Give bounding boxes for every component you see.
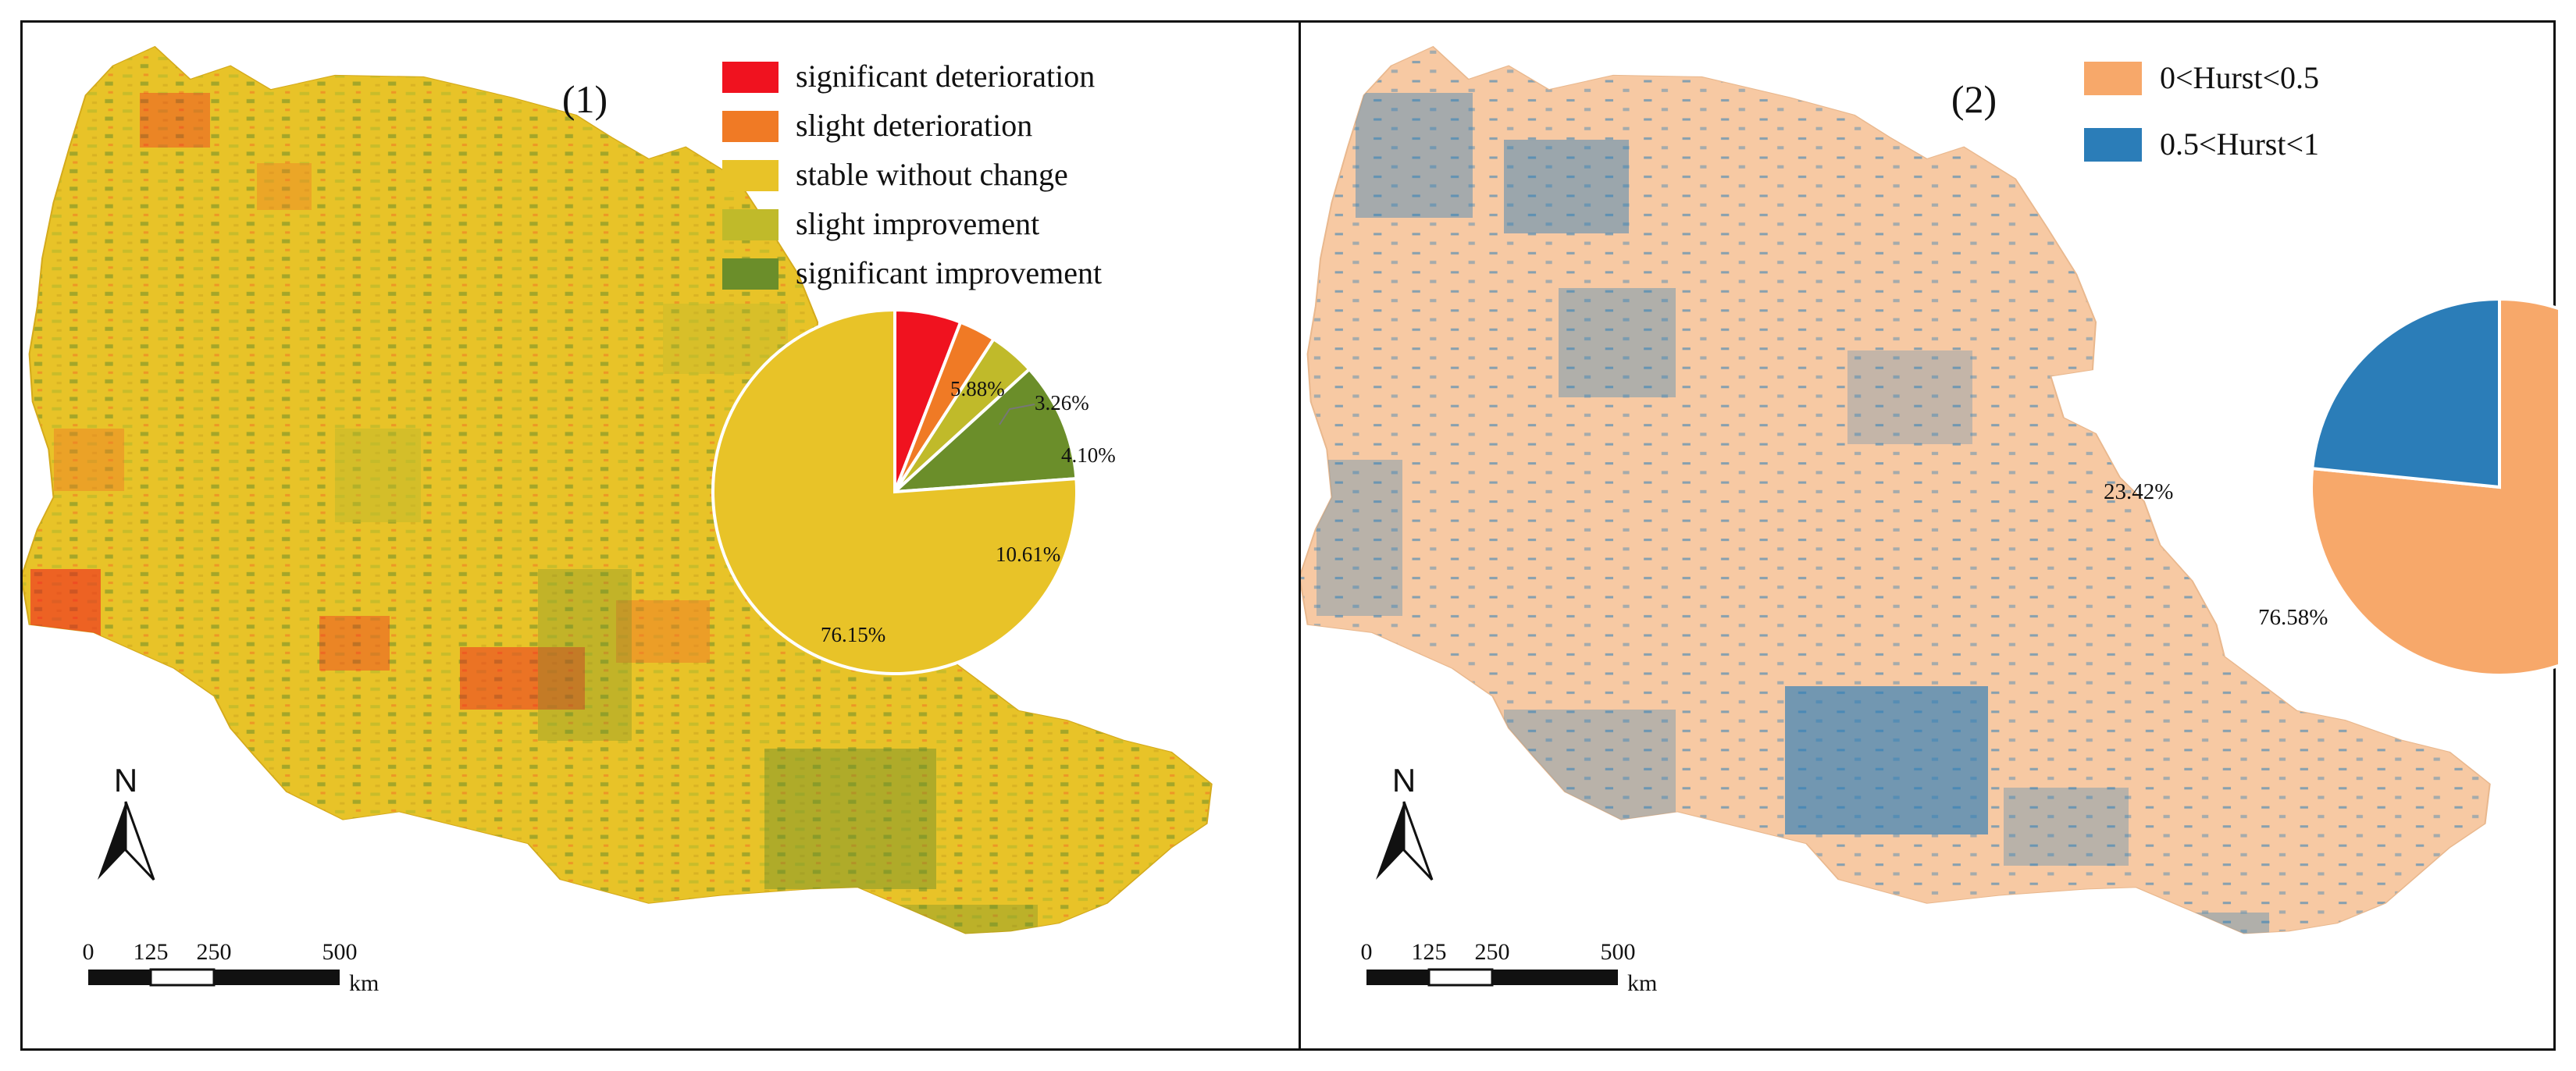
north-arrow-1: N	[98, 762, 155, 881]
pie-label-slight-deterioration: 3.26%	[1035, 391, 1089, 415]
pie-slice-0-5-hurst-1	[2311, 297, 2501, 489]
pie-label-stable-without-change: 76.15%	[821, 623, 885, 646]
north-label-1: N	[114, 762, 137, 799]
legend-swatch-significant-deterioration	[722, 62, 779, 93]
pie-slice-0-hurst-0-5	[2310, 297, 2558, 677]
legend-2: 0<Hurst<0.5 0.5<Hurst<1	[2084, 60, 2319, 162]
pie-label-hurst-low: 76.58%	[2258, 605, 2328, 630]
panel-label-2: (2)	[1951, 77, 1997, 121]
legend-swatch-slight-deterioration	[722, 111, 779, 142]
scale-tick-125: 125	[1412, 939, 1447, 965]
legend-swatch-slight-improvement	[722, 209, 779, 240]
pie-leader-line-slight-deterioration	[999, 404, 1035, 425]
north-arrow-2: N	[1376, 762, 1434, 881]
pie-label-significant-deterioration: 5.88%	[950, 377, 1005, 400]
map-panel-2-canvas: (2) 0<Hurst<0.5 0.5<Hurst<1 23.42% 76.58…	[1301, 46, 2558, 996]
scale-unit: km	[1627, 970, 1657, 996]
pie-label-significant-improvement: 10.61%	[996, 543, 1060, 566]
map-panel-1: (1) significant deterioration slight det…	[20, 20, 1301, 1051]
scale-bar-2: 0 125 250 500 km	[1361, 939, 1658, 996]
legend-label-slight-deterioration: slight deterioration	[796, 108, 1032, 143]
legend-label-hurst-high: 0.5<Hurst<1	[2160, 126, 2319, 162]
panel-label-1: (1)	[562, 77, 607, 121]
scale-tick-0: 0	[1361, 939, 1373, 965]
pie-label-slight-improvement: 4.10%	[1061, 443, 1116, 467]
scale-tick-500: 500	[1601, 939, 1636, 965]
pie-2-labels: 23.42% 76.58%	[2104, 479, 2328, 630]
pie-chart-2	[2310, 297, 2558, 677]
legend-swatch-significant-improvement	[722, 258, 779, 290]
region-map-hurst	[1301, 46, 2491, 934]
legend-label-stable-without-change: stable without change	[796, 157, 1068, 192]
pie-slice-significant-improvement	[890, 367, 1078, 494]
scale-unit: km	[349, 970, 379, 996]
legend-1: significant deterioration slight deterio…	[722, 59, 1102, 290]
north-arrow-icon	[98, 802, 126, 880]
scale-tick-250: 250	[1475, 939, 1510, 965]
legend-label-significant-improvement: significant improvement	[796, 255, 1102, 290]
map-panel-2: (2) 0<Hurst<0.5 0.5<Hurst<1 23.42% 76.58…	[1299, 20, 2558, 1051]
scale-bar-1: 0 125 250 500 km	[83, 939, 379, 996]
north-label-2: N	[1392, 762, 1416, 799]
scale-tick-125: 125	[134, 939, 169, 965]
legend-swatch-hurst-low	[2084, 62, 2142, 95]
scale-tick-500: 500	[322, 939, 358, 965]
map-panel-1-canvas: (1) significant deterioration slight det…	[23, 46, 1213, 996]
legend-swatch-hurst-high	[2084, 128, 2142, 162]
north-arrow-icon	[1376, 802, 1404, 880]
legend-label-slight-improvement: slight improvement	[796, 206, 1039, 241]
legend-label-significant-deterioration: significant deterioration	[796, 59, 1095, 94]
legend-label-hurst-low: 0<Hurst<0.5	[2160, 60, 2319, 95]
pie-label-hurst-high: 23.42%	[2104, 479, 2173, 504]
legend-swatch-stable-without-change	[722, 160, 779, 191]
pie-chart-1	[711, 308, 1078, 675]
scale-tick-0: 0	[83, 939, 94, 965]
pie-slice-stable-without-change	[711, 308, 1078, 675]
deterioration-hotspots	[23, 93, 710, 788]
scale-tick-250: 250	[197, 939, 232, 965]
pie-1-labels: 5.88% 3.26% 4.10% 10.61% 76.15%	[821, 377, 1116, 646]
